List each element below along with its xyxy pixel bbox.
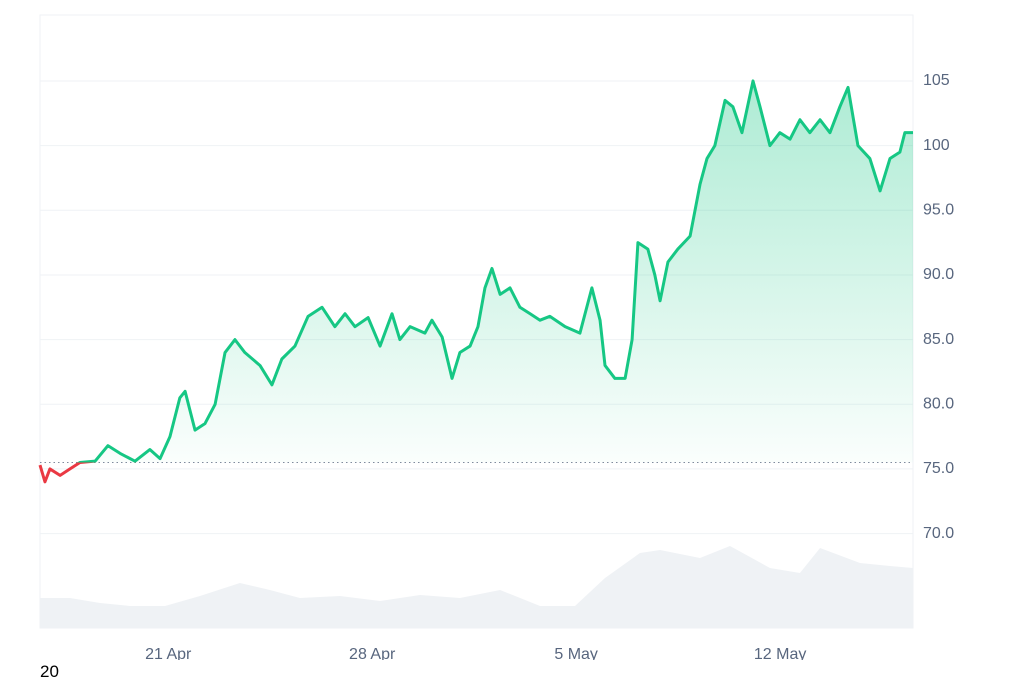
x-tick-label: 21 Apr — [145, 646, 192, 660]
y-tick-label: 80.0 — [923, 395, 954, 412]
footer-text: 20 — [40, 662, 59, 681]
volume-area — [40, 546, 913, 628]
price-area — [40, 80, 913, 463]
x-tick-label: 12 May — [754, 646, 806, 660]
y-tick-label: 95.0 — [923, 201, 954, 218]
chart: 70.0 75.0 80.0 85.0 90.0 95.0 100 105 21 Apr 28 A… — [38, 14, 954, 660]
y-tick-label: 75.0 — [923, 460, 954, 477]
y-tick-label: 90.0 — [923, 266, 954, 283]
price-line — [38, 79, 913, 484]
x-tick-label: 28 Apr — [349, 646, 396, 660]
x-tick-label: 5 May — [554, 646, 598, 660]
y-tick-label: 100 — [923, 137, 950, 154]
y-tick-label: 70.0 — [923, 525, 954, 542]
y-tick-label: 105 — [923, 72, 950, 89]
y-tick-label: 85.0 — [923, 331, 954, 348]
